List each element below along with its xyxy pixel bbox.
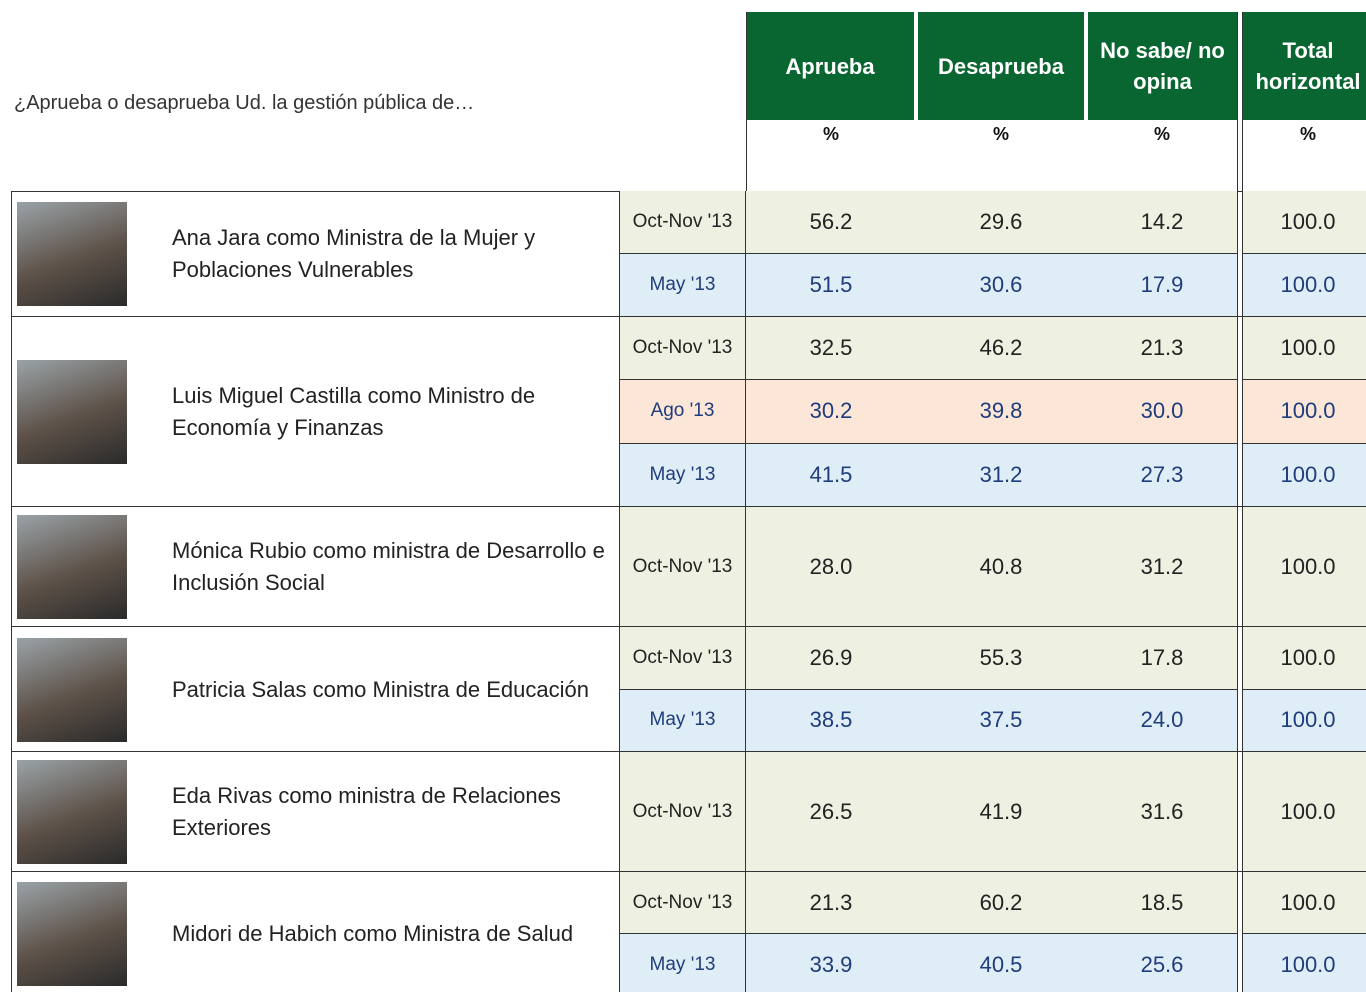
photo: [17, 760, 127, 864]
value-cell: 24.0: [1086, 689, 1238, 752]
value-cell: 27.3: [1086, 443, 1238, 507]
column-header: Desaprueba: [918, 12, 1084, 120]
photo: [17, 515, 127, 619]
value-cell: 28.0: [746, 507, 916, 627]
column-header: Total horizontal: [1243, 12, 1366, 120]
value-cell: 51.5: [746, 254, 916, 317]
value-cell: 17.8: [1086, 627, 1238, 690]
photo: [17, 637, 127, 742]
period: May '13: [619, 689, 746, 752]
value-cell: 37.5: [916, 689, 1086, 752]
value-cell: 41.5: [746, 443, 916, 507]
rule: [11, 506, 1366, 507]
photo: [17, 202, 127, 306]
minister-name: Mónica Rubio como ministra de Desarrollo…: [172, 538, 605, 595]
photo: [17, 882, 127, 986]
value-cell: 29.6: [916, 191, 1086, 254]
column-unit: %: [1153, 124, 1170, 144]
column-unit: %: [822, 124, 839, 144]
value-cell: 21.3: [1086, 317, 1238, 381]
value-cell: 60.2: [916, 872, 1086, 934]
period: Oct-Nov '13: [619, 317, 746, 381]
value-cell: 14.2: [1086, 191, 1238, 254]
rule: [11, 871, 1366, 872]
value-cell: 100.0: [1243, 317, 1366, 381]
value-cell: 21.3: [746, 872, 916, 934]
value-cell: 39.8: [916, 380, 1086, 444]
rule: [11, 191, 12, 992]
value-cell: 30.0: [1086, 380, 1238, 444]
value-cell: 46.2: [916, 317, 1086, 381]
value-cell: 18.5: [1086, 872, 1238, 934]
rule: [1237, 12, 1238, 992]
value-cell: 100.0: [1243, 254, 1366, 317]
value-cell: 26.5: [746, 752, 916, 872]
question: ¿Aprueba o desaprueba Ud. la gestión púb…: [14, 92, 475, 114]
value-cell: 100.0: [1243, 507, 1366, 627]
value-cell: 100.0: [1243, 934, 1366, 992]
minister-name: Luis Miguel Castilla como Ministro de Ec…: [172, 383, 536, 440]
rule: [11, 626, 1366, 627]
value-cell: 100.0: [1243, 380, 1366, 444]
rule: [746, 12, 747, 192]
value-cell: 31.2: [916, 443, 1086, 507]
value-cell: 100.0: [1243, 627, 1366, 690]
photo: [17, 360, 127, 464]
minister-name: Ana Jara como Ministra de la Mujer y Pob…: [172, 225, 536, 282]
value-cell: 30.2: [746, 380, 916, 444]
value-cell: 26.9: [746, 627, 916, 690]
period: Ago '13: [619, 380, 746, 444]
value-cell: 30.6: [916, 254, 1086, 317]
minister-name: Midori de Habich como Ministra de Salud: [172, 921, 574, 946]
period: Oct-Nov '13: [619, 752, 746, 872]
value-cell: 25.6: [1086, 934, 1238, 992]
column-unit: %: [1299, 124, 1316, 144]
period: Oct-Nov '13: [619, 627, 746, 690]
period: May '13: [619, 934, 746, 992]
value-cell: 17.9: [1086, 254, 1238, 317]
period: May '13: [619, 254, 746, 317]
value-cell: 100.0: [1243, 443, 1366, 507]
value-cell: 33.9: [746, 934, 916, 992]
period: Oct-Nov '13: [619, 507, 746, 627]
value-cell: 32.5: [746, 317, 916, 381]
value-cell: 40.5: [916, 934, 1086, 992]
value-cell: 40.8: [916, 507, 1086, 627]
value-cell: 100.0: [1243, 752, 1366, 872]
value-cell: 100.0: [1243, 872, 1366, 934]
value-cell: 55.3: [916, 627, 1086, 690]
value-cell: 100.0: [1243, 191, 1366, 254]
rule: [1242, 12, 1243, 992]
rule: [11, 316, 1366, 317]
value-cell: 31.2: [1086, 507, 1238, 627]
value-cell: 41.9: [916, 752, 1086, 872]
value-cell: 100.0: [1243, 689, 1366, 752]
rule: [11, 751, 1366, 752]
column-unit: %: [992, 124, 1009, 144]
minister-name: Eda Rivas como ministra de Relaciones Ex…: [172, 783, 561, 840]
value-cell: 56.2: [746, 191, 916, 254]
period: May '13: [619, 443, 746, 507]
value-cell: 31.6: [1086, 752, 1238, 872]
period: Oct-Nov '13: [619, 191, 746, 254]
period: Oct-Nov '13: [619, 872, 746, 934]
column-header: Aprueba: [746, 12, 914, 120]
value-cell: 38.5: [746, 689, 916, 752]
minister-name: Patricia Salas como Ministra de Educació…: [172, 676, 589, 702]
column-header: No sabe/ no opina: [1088, 12, 1237, 120]
